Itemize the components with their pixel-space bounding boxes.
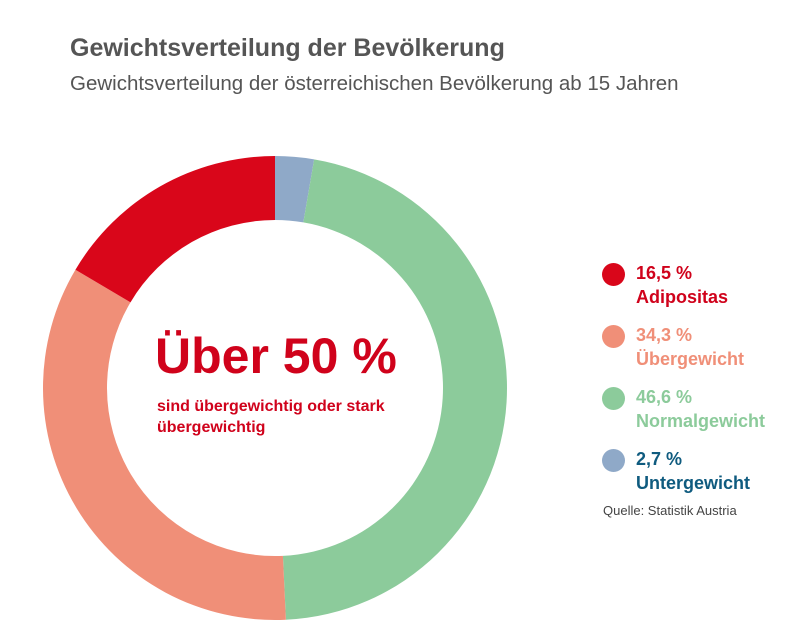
- legend-label: Adipositas: [636, 287, 729, 307]
- legend: 16,5 % Adipositas 34,3 % Übergewicht 46,6 % N…: [602, 262, 802, 510]
- legend-percent: 46,6 %: [636, 387, 693, 407]
- legend-item: 34,3 % Übergewicht: [602, 324, 802, 386]
- legend-item: 16,5 % Adipositas: [602, 262, 802, 324]
- donut-slice-übergewicht: [43, 269, 286, 621]
- legend-dot: [602, 449, 625, 472]
- source-note: Quelle: Statistik Austria: [603, 503, 737, 518]
- legend-label: Untergewicht: [636, 473, 751, 493]
- legend-label: Normalgewicht: [636, 411, 766, 431]
- donut-slice-normalgewicht: [282, 159, 507, 620]
- center-description: sind übergewichtig oder stark übergewich…: [157, 398, 385, 436]
- center-headline: Über 50 %: [155, 328, 397, 384]
- legend-percent: 2,7 %: [636, 449, 683, 469]
- chart-subtitle: Gewichtsverteilung der österreichischen …: [70, 72, 679, 95]
- legend-percent: 16,5 %: [636, 263, 693, 283]
- chart-title: Gewichtsverteilung der Bevölkerung: [70, 34, 505, 62]
- legend-dot: [602, 263, 625, 286]
- legend-item: 2,7 % Untergewicht: [602, 448, 802, 510]
- legend-dot: [602, 387, 625, 410]
- donut-slice-untergewicht: [275, 156, 315, 223]
- legend-item: 46,6 % Normalgewicht: [602, 386, 802, 448]
- legend-label: Übergewicht: [636, 349, 745, 369]
- legend-dot: [602, 325, 625, 348]
- donut-slice-adipositas: [75, 156, 275, 303]
- legend-percent: 34,3 %: [636, 325, 693, 345]
